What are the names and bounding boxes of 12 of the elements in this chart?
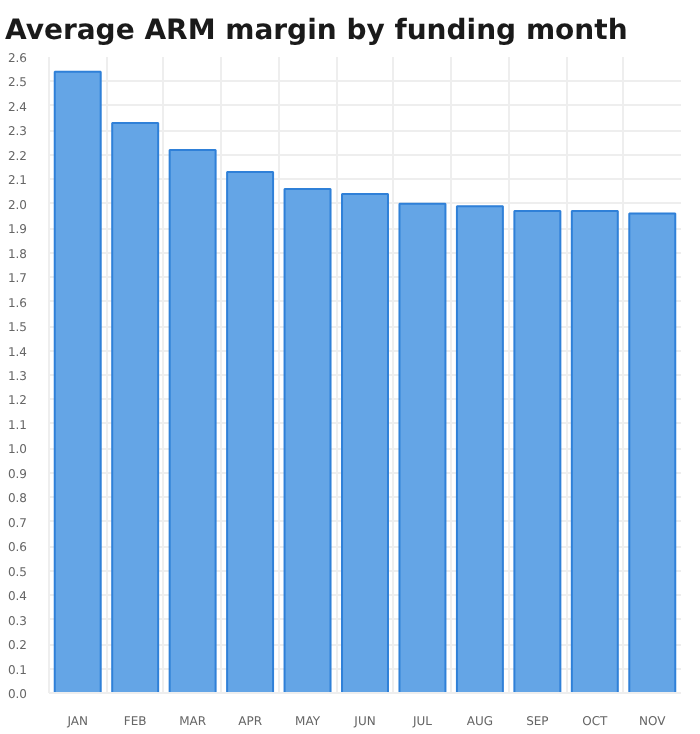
- bar: [398, 202, 447, 693]
- bar: [168, 148, 217, 693]
- bar: [513, 210, 562, 693]
- bar: [111, 122, 160, 693]
- bar: [628, 212, 677, 693]
- bar: [226, 170, 275, 693]
- bar: [570, 210, 619, 693]
- bar: [53, 70, 102, 693]
- bar: [341, 192, 389, 693]
- chart-title: Average ARM margin by funding month: [5, 15, 628, 47]
- bar: [283, 188, 332, 693]
- bar: [455, 205, 504, 693]
